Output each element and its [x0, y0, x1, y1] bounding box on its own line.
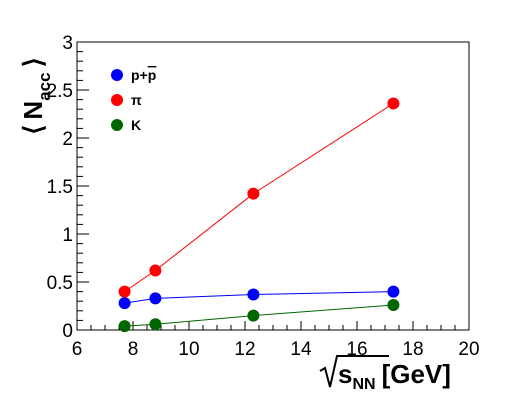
legend-marker-pion: [111, 94, 123, 106]
x-tick-label: 12: [234, 339, 255, 360]
y-tick-label: 0.5: [47, 273, 73, 294]
series-line-kaon: [124, 304, 394, 327]
data-point-kaon: [118, 320, 131, 333]
y-axis-title-open: ⟨: [18, 125, 48, 135]
legend-label-pion: π: [131, 92, 142, 108]
data-point-kaon: [387, 299, 400, 312]
x-axis-title-main: s: [338, 359, 352, 389]
axis-tick-labels: 6 8 10 12 14 16 18 20 0 0.5 1 1.5 2 2.5 3: [47, 33, 480, 360]
svg-text:sNN[GeV]: sNN [GeV]: [338, 359, 451, 393]
y-axis-title: ⟨ Nacc ⟩: [18, 57, 54, 134]
plot-frame: [76, 41, 470, 331]
series-lines: [124, 103, 394, 327]
sqrt-sign: [319, 355, 389, 388]
legend: p+p π K: [111, 67, 156, 133]
data-point-pion: [149, 264, 162, 277]
x-tick-label: 10: [178, 339, 199, 360]
x-tick-label: 8: [128, 339, 139, 360]
data-point-proton: [149, 292, 162, 305]
x-axis-title: sNN [GeV]: [319, 355, 451, 393]
y-tick-label: 2: [62, 129, 73, 150]
legend-label-proton-bar: p: [148, 67, 157, 83]
axis-ticks: [76, 41, 470, 331]
y-tick-label: 1.5: [47, 177, 73, 198]
x-tick-label: 16: [346, 339, 367, 360]
y-axis-title-sub: acc: [35, 72, 54, 100]
y-tick-label: 2.5: [47, 81, 73, 102]
x-axis-title-unit: [GeV]: [382, 359, 451, 389]
y-axis-title-main: N: [18, 101, 48, 120]
series-points: [118, 97, 400, 333]
data-point-pion: [118, 285, 131, 298]
series-line-pion: [124, 103, 394, 293]
x-tick-label: 14: [290, 339, 312, 360]
series-line-proton: [124, 291, 394, 304]
data-point-kaon: [247, 309, 260, 322]
legend-marker-proton: [111, 69, 123, 81]
legend-label-kaon: K: [131, 117, 141, 133]
y-tick-label: 0: [62, 321, 73, 342]
legend-label-proton: p+p: [131, 67, 156, 83]
data-point-kaon: [149, 318, 162, 331]
data-point-pion: [387, 97, 400, 110]
legend-label-proton-main: p+: [131, 67, 148, 83]
data-point-proton: [118, 297, 131, 310]
x-tick-label: 6: [72, 339, 83, 360]
x-tick-label: 18: [402, 339, 423, 360]
y-tick-label: 3: [62, 33, 73, 54]
data-point-pion: [247, 187, 260, 200]
y-tick-label: 1: [62, 225, 73, 246]
legend-marker-kaon: [111, 119, 123, 131]
data-point-proton: [247, 288, 260, 301]
x-tick-label: 20: [458, 339, 479, 360]
y-axis-title-close: ⟩: [18, 57, 48, 67]
svg-text:⟨Nacc⟩: ⟨ Nacc ⟩: [18, 57, 54, 134]
x-axis-title-sub: NN: [352, 376, 375, 393]
data-point-proton: [387, 285, 400, 298]
